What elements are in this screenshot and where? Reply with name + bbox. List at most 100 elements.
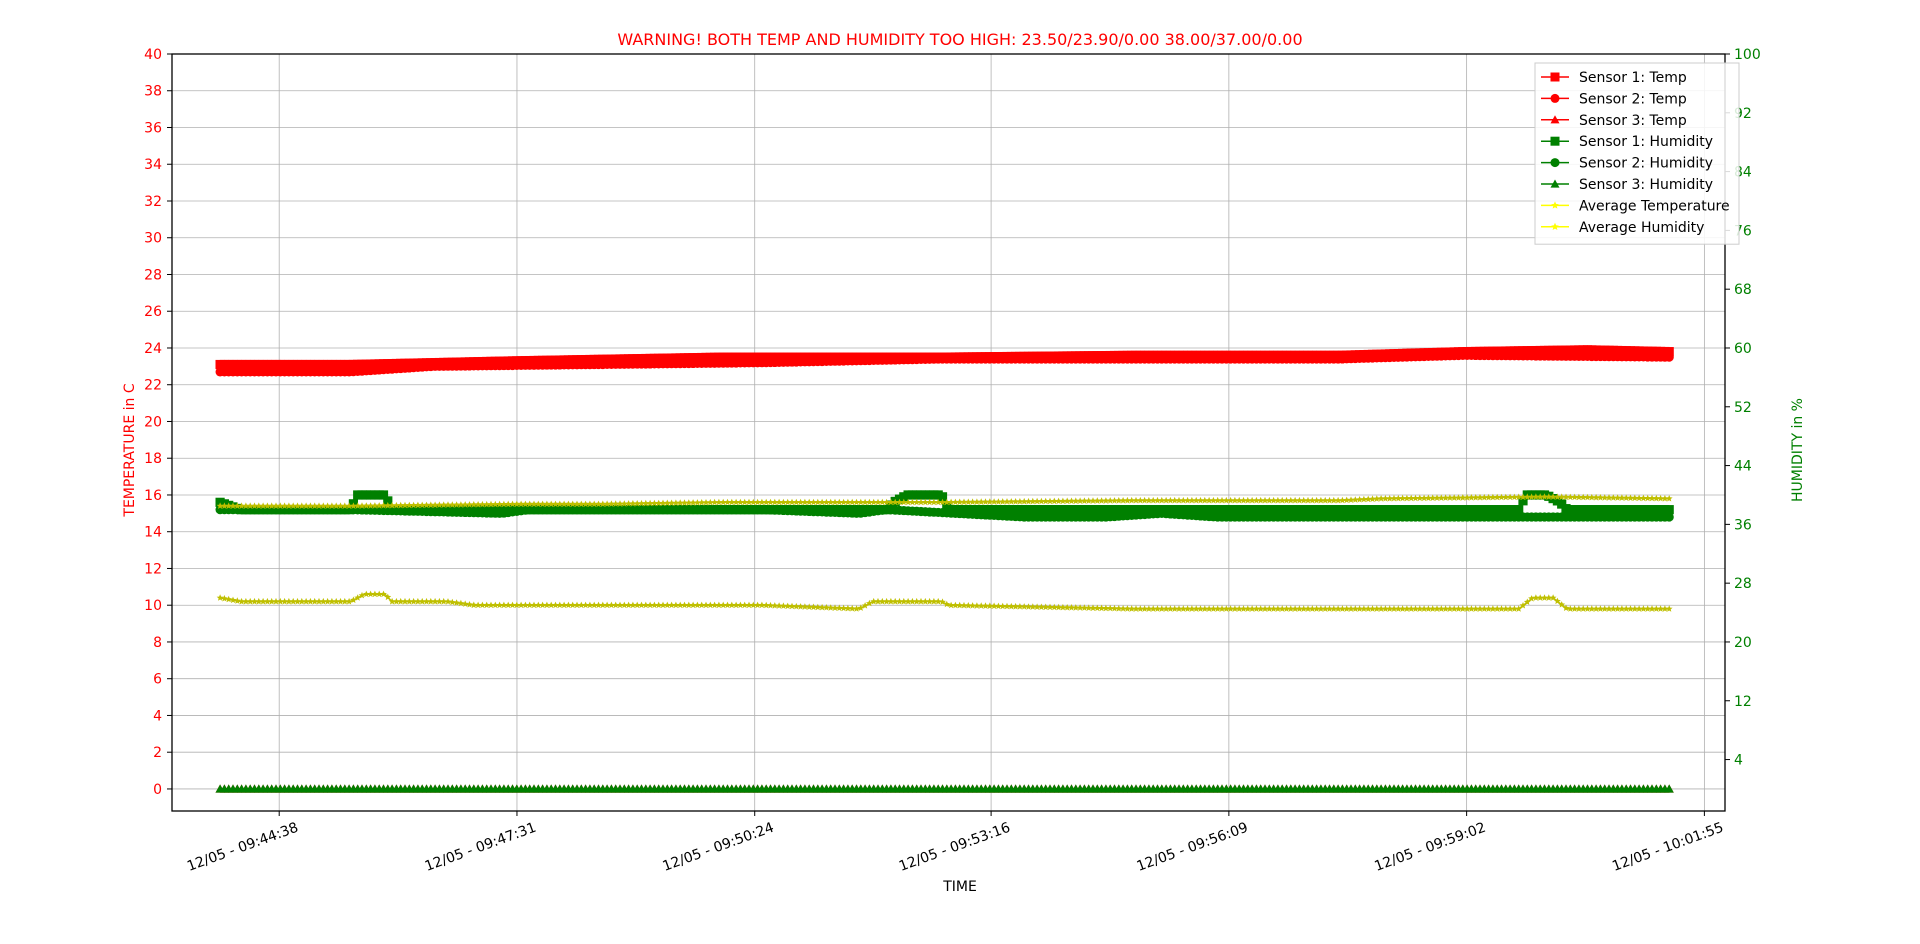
data-point xyxy=(715,601,723,609)
legend-entry: Average Humidity xyxy=(1541,220,1704,236)
data-point xyxy=(689,499,697,506)
data-point xyxy=(878,597,886,605)
data-point xyxy=(393,597,400,605)
data-point xyxy=(1356,605,1363,612)
data-point xyxy=(1175,496,1183,504)
data-point xyxy=(1227,496,1234,504)
x-tick-label: 12/05 - 09:53:16 xyxy=(897,820,1013,875)
data-point xyxy=(853,605,860,612)
data-point xyxy=(1523,493,1531,500)
data-point xyxy=(1197,496,1204,504)
data-point xyxy=(539,500,546,508)
data-point xyxy=(960,498,968,505)
data-point xyxy=(513,500,521,508)
data-point xyxy=(1119,497,1127,504)
data-point xyxy=(620,500,628,507)
data-point xyxy=(401,501,409,509)
data-point xyxy=(1029,497,1037,505)
data-point xyxy=(1210,496,1217,504)
data-point xyxy=(745,498,753,506)
data-point xyxy=(1519,602,1527,609)
data-point xyxy=(427,501,435,508)
data-point xyxy=(221,502,228,509)
data-point xyxy=(990,498,998,505)
data-point xyxy=(491,500,499,508)
data-point xyxy=(724,601,731,609)
data-point xyxy=(952,601,959,609)
legend-marker xyxy=(1550,179,1560,188)
data-point xyxy=(1102,604,1110,612)
data-point xyxy=(238,502,245,509)
data-point xyxy=(1356,496,1363,503)
data-point xyxy=(866,498,873,506)
legend-marker xyxy=(1551,222,1559,230)
data-point xyxy=(1038,497,1045,505)
data-point xyxy=(1188,605,1196,612)
data-point xyxy=(1205,605,1213,612)
y-tick-label-left: 14 xyxy=(144,525,162,541)
data-point xyxy=(1511,493,1518,501)
data-point xyxy=(229,596,237,604)
data-point xyxy=(547,601,555,609)
data-point xyxy=(513,601,521,609)
data-point xyxy=(1093,497,1101,504)
y-tick-label-left: 32 xyxy=(144,194,162,210)
data-point xyxy=(1184,605,1191,612)
y-tick-label-left: 10 xyxy=(144,598,162,614)
data-point xyxy=(977,602,985,609)
data-point xyxy=(1098,604,1105,612)
data-point xyxy=(1287,496,1295,504)
data-point xyxy=(324,502,331,509)
data-point xyxy=(995,602,1002,610)
data-point xyxy=(1317,496,1325,504)
data-point xyxy=(543,500,551,508)
data-point xyxy=(1283,605,1290,612)
data-point xyxy=(1201,605,1209,612)
y-tick-label-left: 4 xyxy=(153,708,162,724)
data-point xyxy=(840,604,847,612)
data-point xyxy=(405,501,413,509)
data-point xyxy=(431,597,439,605)
data-point xyxy=(229,502,237,509)
data-point xyxy=(543,601,551,609)
data-point xyxy=(1222,496,1230,504)
data-point xyxy=(1287,605,1295,612)
y-tick-label-left: 2 xyxy=(153,745,162,761)
data-point xyxy=(947,498,955,506)
x-tick-label: 12/05 - 10:01:55 xyxy=(1610,820,1726,875)
data-point xyxy=(1248,605,1256,612)
data-point xyxy=(767,498,774,506)
data-point xyxy=(246,502,254,509)
legend-label: Sensor 3: Humidity xyxy=(1579,177,1713,193)
data-point xyxy=(509,500,516,508)
data-point xyxy=(1042,497,1050,505)
data-point xyxy=(1210,605,1217,612)
data-point xyxy=(805,603,813,610)
data-point xyxy=(242,502,250,509)
data-point xyxy=(719,601,727,609)
data-point xyxy=(1652,605,1660,612)
data-point xyxy=(1373,605,1381,612)
data-point xyxy=(1541,594,1548,601)
data-point xyxy=(1476,493,1484,501)
data-point xyxy=(401,597,409,605)
data-point xyxy=(1425,605,1432,612)
data-point xyxy=(414,501,422,509)
data-point xyxy=(569,500,577,508)
data-point xyxy=(612,500,620,507)
data-point xyxy=(1141,496,1148,504)
data-point xyxy=(728,601,736,609)
data-point xyxy=(1506,493,1514,501)
data-point xyxy=(1459,494,1467,501)
data-point xyxy=(698,499,706,506)
data-point xyxy=(1485,605,1492,612)
y-tick-label-left: 30 xyxy=(144,231,162,247)
data-point xyxy=(1227,605,1234,612)
y-tick-label-left: 0 xyxy=(153,782,162,798)
data-point xyxy=(500,601,508,609)
data-point xyxy=(1627,494,1634,501)
data-point xyxy=(762,601,770,609)
data-point xyxy=(1541,493,1548,500)
data-point xyxy=(221,595,228,602)
data-point xyxy=(853,498,860,506)
